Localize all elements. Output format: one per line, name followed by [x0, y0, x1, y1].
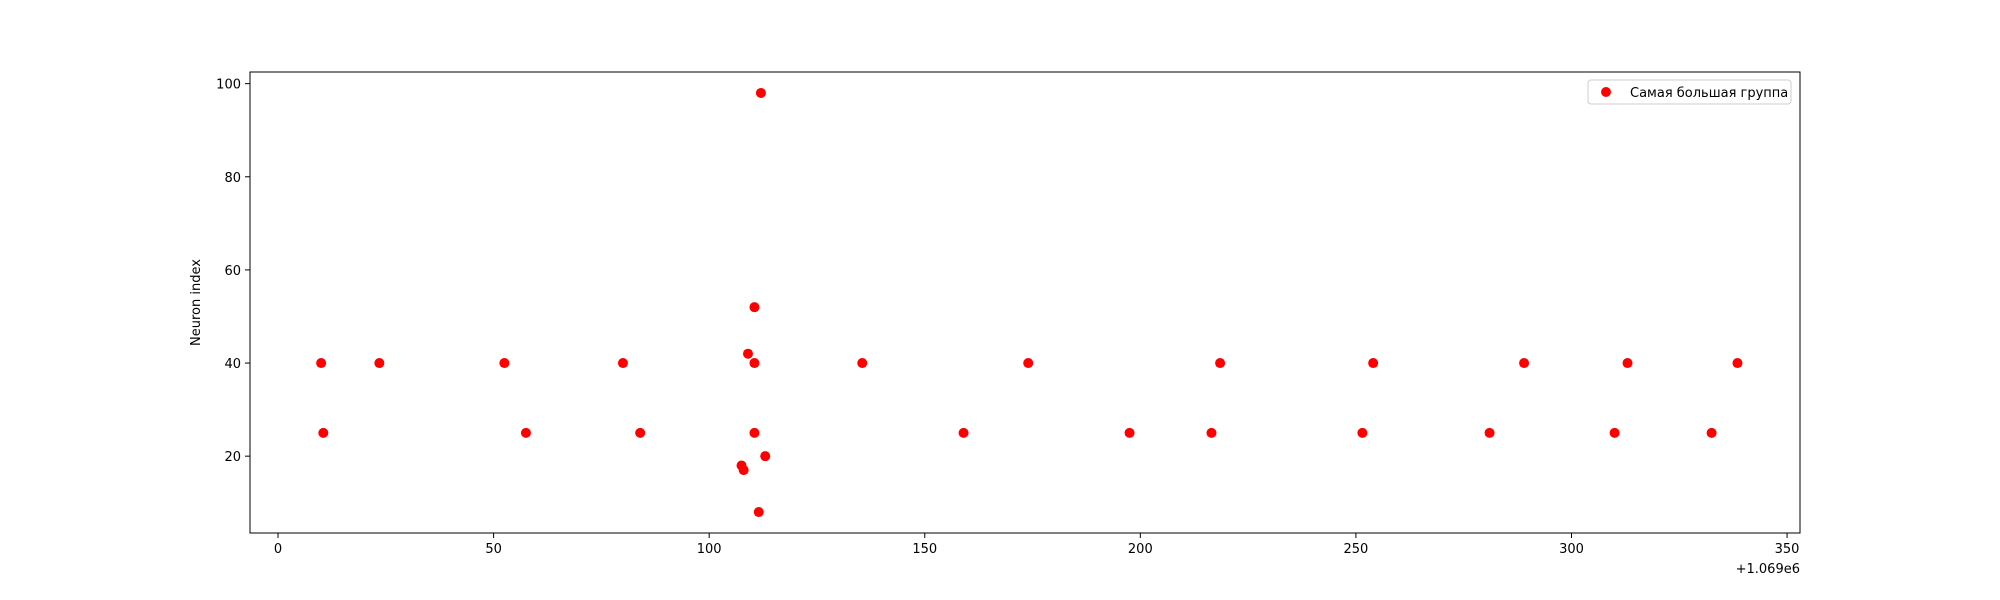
data-point [318, 427, 329, 438]
data-point [1609, 427, 1620, 438]
data-point [755, 87, 766, 98]
y-axis-label: Neuron index [189, 259, 204, 346]
legend-label: Самая большая группа [1630, 86, 1788, 101]
data-point [738, 465, 749, 476]
data-point [520, 427, 531, 438]
data-point [1519, 358, 1530, 369]
data-point [316, 358, 327, 369]
x-tick-label: 100 [697, 542, 722, 557]
data-point [1206, 427, 1217, 438]
data-point [1124, 427, 1135, 438]
data-point [617, 358, 628, 369]
data-point [749, 358, 760, 369]
data-point [1357, 427, 1368, 438]
x-tick-label: 250 [1343, 542, 1368, 557]
legend-box [1587, 79, 1792, 105]
data-point [749, 427, 760, 438]
x-axis-ticks: 0 50 100 150 200 250 300 350 [274, 533, 1800, 557]
x-tick-label: 300 [1559, 542, 1584, 557]
data-point [742, 348, 753, 359]
y-tick-label: 20 [224, 450, 241, 465]
data-point [1368, 358, 1379, 369]
data-point [499, 358, 510, 369]
data-point [1622, 358, 1633, 369]
legend-marker [1601, 87, 1611, 97]
x-tick-label: 0 [274, 542, 282, 557]
legend: Самая большая группа [1587, 79, 1792, 105]
data-point [635, 427, 646, 438]
y-tick-label: 80 [224, 171, 241, 186]
data-point [958, 427, 969, 438]
data-point [374, 358, 385, 369]
x-tick-label: 200 [1128, 542, 1153, 557]
data-point [1484, 427, 1495, 438]
y-tick-label: 40 [224, 357, 241, 372]
plot-frame [249, 71, 1801, 534]
x-tick-label: 150 [912, 542, 937, 557]
x-tick-label: 50 [485, 542, 502, 557]
y-tick-label: 60 [224, 264, 241, 279]
data-point [1215, 358, 1226, 369]
x-tick-label: 350 [1775, 542, 1800, 557]
data-point [760, 451, 771, 462]
y-axis-ticks: 20 40 60 80 100 [216, 78, 250, 465]
data-point [749, 302, 760, 313]
data-point [753, 507, 764, 518]
y-tick-label: 100 [216, 78, 241, 93]
data-point [1706, 427, 1717, 438]
data-point [1023, 358, 1034, 369]
data-point [1732, 358, 1743, 369]
data-point [857, 358, 868, 369]
x-axis-offset-label: +1.069e6 [1736, 562, 1800, 577]
data-points [316, 87, 1743, 518]
